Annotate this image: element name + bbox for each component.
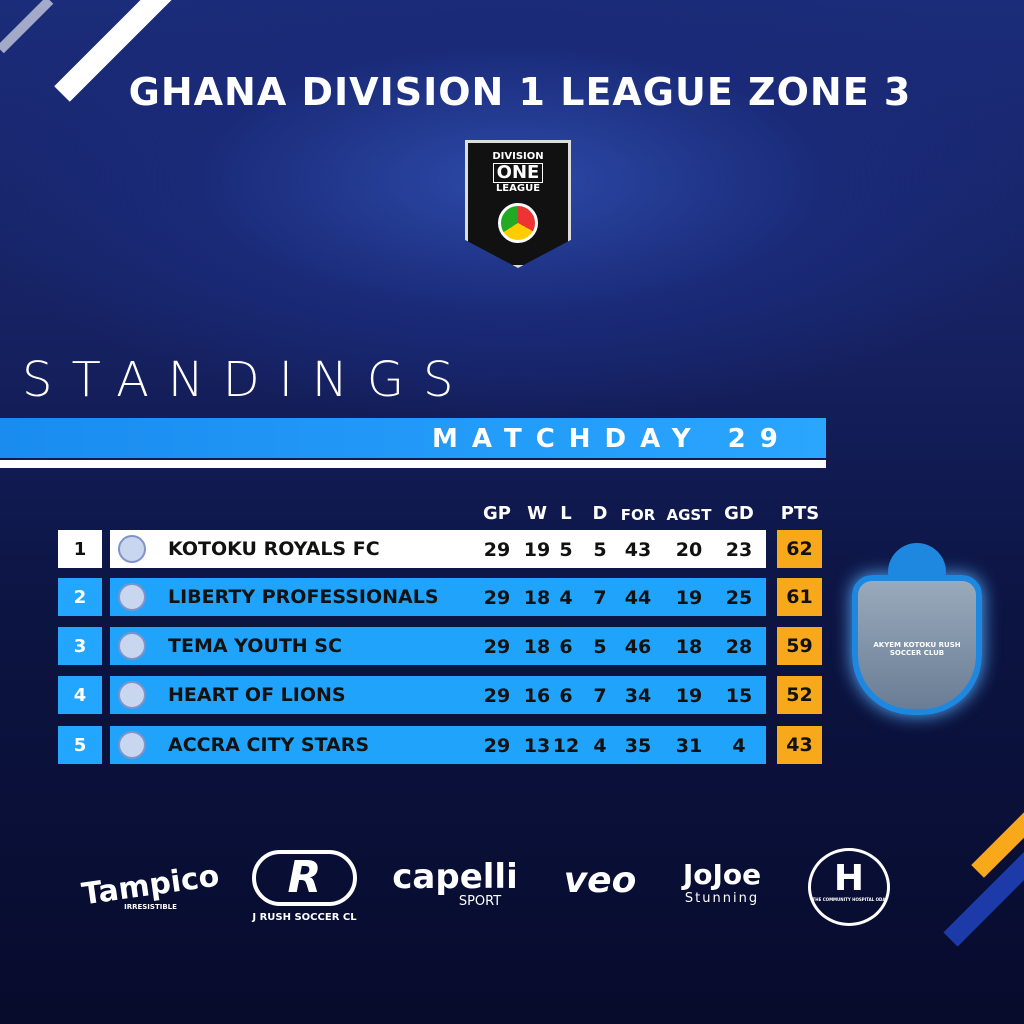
stat-d: 7 [593, 587, 607, 609]
crown-icon [888, 543, 946, 577]
column-header-w: W [527, 503, 547, 524]
stat-agst: 20 [675, 539, 703, 561]
sponsor-text: THE COMMUNITY HOSPITAL ODA [812, 897, 886, 902]
stat-for: 44 [624, 587, 652, 609]
stat-gp: 29 [483, 587, 511, 609]
team-name: HEART OF LIONS [168, 684, 346, 706]
team-name: TEMA YOUTH SC [168, 635, 342, 657]
stat-w: 18 [523, 636, 551, 658]
sponsor-capelli: capelli SPORT [385, 850, 525, 909]
column-header-gp: GP [483, 503, 511, 524]
rank-cell: 4 [58, 676, 102, 714]
stat-l: 6 [559, 636, 573, 658]
page-title: GHANA DIVISION 1 LEAGUE ZONE 3 [128, 70, 912, 114]
stat-gp: 29 [483, 685, 511, 707]
team-badge-icon [118, 583, 146, 611]
stat-gd: 15 [725, 685, 753, 707]
sponsor-hospital: H THE COMMUNITY HOSPITAL ODA [808, 848, 890, 926]
team-badge-icon [118, 731, 146, 759]
column-header-d: D [592, 503, 608, 524]
stat-gd: 28 [725, 636, 753, 658]
table-row: LIBERTY PROFESSIONALS 29 18 4 7 44 19 25 [110, 578, 766, 616]
stat-w: 19 [523, 539, 551, 561]
logo-text: DIVISION [492, 151, 544, 162]
section-title: STANDINGS [22, 352, 473, 408]
stat-l: 4 [559, 587, 573, 609]
stat-l: 5 [559, 539, 573, 561]
table-row: KOTOKU ROYALS FC 29 19 5 5 43 20 23 [110, 530, 766, 568]
column-header-gd: GD [724, 503, 754, 524]
stat-gp: 29 [483, 539, 511, 561]
points-cell: 61 [777, 578, 822, 616]
team-name: ACCRA CITY STARS [168, 734, 370, 756]
stat-d: 5 [593, 539, 607, 561]
sponsor-text: JoJoe [682, 858, 762, 891]
points-cell: 52 [777, 676, 822, 714]
sponsor-text: SPORT [458, 894, 502, 909]
logo-text: LEAGUE [495, 183, 541, 194]
team-badge-icon [118, 632, 146, 660]
stat-gd: 4 [732, 735, 746, 757]
sponsor-veo: veo [555, 850, 645, 901]
team-badge-icon [118, 681, 146, 709]
column-header-l: L [560, 503, 572, 524]
stat-d: 4 [593, 735, 607, 757]
matchday-bar [0, 418, 826, 458]
rank-cell: 5 [58, 726, 102, 764]
sponsor-text: H [833, 858, 865, 899]
rank-cell: 3 [58, 627, 102, 665]
rank-cell: 1 [58, 530, 102, 568]
stat-gp: 29 [483, 735, 511, 757]
sponsor-text: veo [563, 860, 637, 901]
club-crest: AKYEM KOTOKU RUSH SOCCER CLUB [852, 543, 982, 715]
table-row: TEMA YOUTH SC 29 18 6 5 46 18 28 [110, 627, 766, 665]
team-name: LIBERTY PROFESSIONALS [168, 586, 439, 608]
stat-for: 34 [624, 685, 652, 707]
stat-w: 16 [523, 685, 551, 707]
stat-w: 18 [523, 587, 551, 609]
stat-d: 5 [593, 636, 607, 658]
sponsor-text: IRRESISTIBLE [124, 903, 177, 911]
stat-for: 46 [624, 636, 652, 658]
matchday-label: MATCHDAY 29 [432, 424, 792, 454]
stat-agst: 18 [675, 636, 703, 658]
stat-gp: 29 [483, 636, 511, 658]
stat-l: 6 [559, 685, 573, 707]
stat-for: 35 [624, 735, 652, 757]
crest-text: AKYEM KOTOKU RUSH SOCCER CLUB [873, 641, 961, 657]
divider [0, 460, 826, 468]
stat-d: 7 [593, 685, 607, 707]
decor-stripe [943, 833, 1024, 947]
logo-text: ONE [492, 163, 544, 183]
points-cell: 62 [777, 530, 822, 568]
stat-for: 43 [624, 539, 652, 561]
sponsor-tampico: Tampico IRRESISTIBLE [78, 850, 223, 913]
stat-agst: 19 [675, 587, 703, 609]
stat-agst: 19 [675, 685, 703, 707]
sponsor-text: Stunning [684, 891, 760, 906]
football-icon [498, 203, 538, 243]
team-name: KOTOKU ROYALS FC [168, 538, 380, 560]
sponsor-text: capelli [392, 857, 518, 897]
stat-agst: 31 [675, 735, 703, 757]
stat-gd: 23 [725, 539, 753, 561]
points-cell: 43 [777, 726, 822, 764]
sponsor-text: J RUSH SOCCER CL [252, 912, 357, 923]
points-cell: 59 [777, 627, 822, 665]
stat-gd: 25 [725, 587, 753, 609]
team-badge-icon [118, 535, 146, 563]
stat-l: 12 [552, 735, 580, 757]
column-header-for: FOR [620, 506, 656, 524]
table-row: ACCRA CITY STARS 29 13 12 4 35 31 4 [110, 726, 766, 764]
rank-cell: 2 [58, 578, 102, 616]
sponsor-rush: R J RUSH SOCCER CL [252, 850, 357, 923]
column-header-agst: AGST [666, 506, 712, 524]
stat-w: 13 [523, 735, 551, 757]
column-header-pts: PTS [780, 503, 820, 524]
sponsor-jojoe: JoJoe Stunning [672, 850, 772, 906]
sponsor-text: R [252, 850, 357, 906]
table-row: HEART OF LIONS 29 16 6 7 34 19 15 [110, 676, 766, 714]
decor-stripe [0, 0, 54, 54]
league-logo: DIVISION ONE LEAGUE [465, 140, 571, 268]
